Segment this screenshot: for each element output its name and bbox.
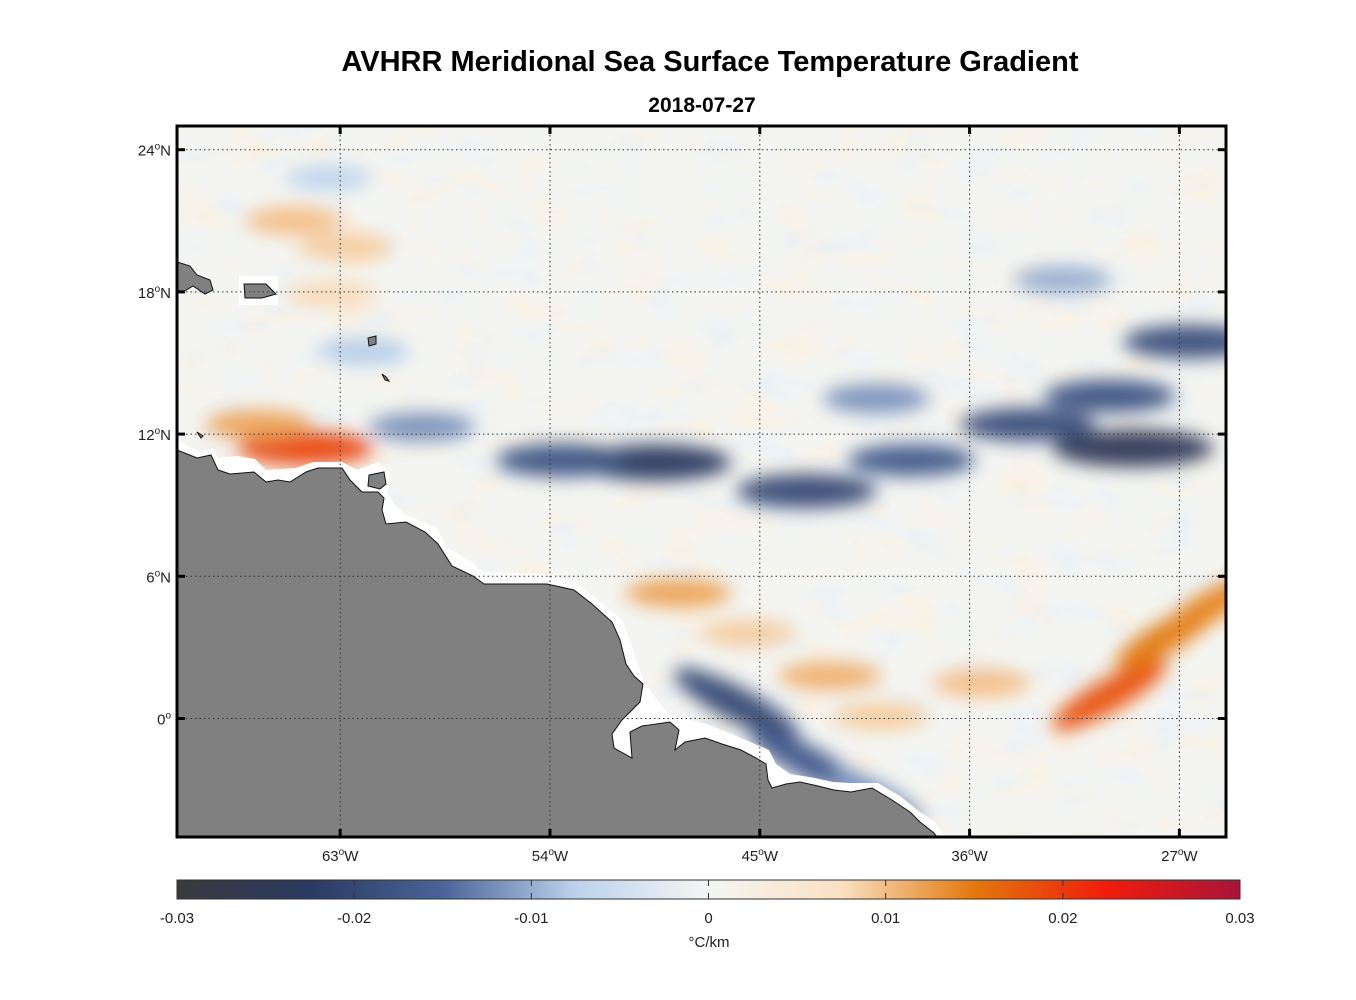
cool-gradient-patch xyxy=(736,474,877,508)
colorbar-tick-label: 0.02 xyxy=(1048,910,1077,927)
graticule xyxy=(177,126,1226,837)
warm-gradient-patch xyxy=(244,207,343,235)
lon-tick-label: 36oW xyxy=(951,847,988,865)
colorbar-tick-label: -0.01 xyxy=(514,910,548,927)
cool-gradient-patch xyxy=(1123,325,1226,359)
colorbar-tick-label: 0.01 xyxy=(871,910,900,927)
cool-gradient-patch xyxy=(285,165,372,191)
cool-gradient-patch xyxy=(960,407,1096,442)
warm-gradient-patch xyxy=(1161,573,1226,637)
cool-gradient-patch xyxy=(495,443,628,477)
map-axes: 24oN 18oN 12oN 6oN 0o 63oW 54oW 45oW 36oW 27oW xyxy=(138,126,1226,865)
map-title: AVHRR Meridional Sea Surface Temperature… xyxy=(341,46,1079,78)
warm-gradient-patch xyxy=(625,578,732,608)
lon-tick-label: 63oW xyxy=(322,847,359,865)
lon-tick-label: 54oW xyxy=(532,847,569,865)
warm-gradient-patch xyxy=(237,431,373,465)
warm-gradient-patch xyxy=(297,233,392,261)
lat-tick-label: 24oN xyxy=(138,142,171,160)
colorbar: -0.03 -0.02 -0.01 0 0.01 0.02 0.03 °C/km xyxy=(160,879,1255,951)
warm-gradient-patch xyxy=(701,619,795,647)
south-america-landmass xyxy=(177,449,938,837)
colorbar-tick-label: 0.03 xyxy=(1225,910,1254,927)
lat-tick-label: 0o xyxy=(157,711,171,729)
martinique-island xyxy=(381,373,391,382)
trinidad-island xyxy=(367,471,387,490)
cool-gradient-patch xyxy=(1052,429,1214,467)
cool-gradient-patch xyxy=(1013,266,1112,294)
colorbar-ticks: -0.03 -0.02 -0.01 0 0.01 0.02 0.03 xyxy=(160,880,1255,927)
guadeloupe-island xyxy=(367,335,377,347)
map-frame xyxy=(175,124,1228,839)
lon-tick-label: 45oW xyxy=(742,847,779,865)
lat-tick-label: 18oN xyxy=(138,284,171,302)
map-subtitle: 2018-07-27 xyxy=(648,94,756,117)
colorbar-unit-label: °C/km xyxy=(689,934,730,951)
lat-tick-label: 6oN xyxy=(146,568,171,586)
cool-gradient-patch xyxy=(823,384,930,413)
cool-gradient-patch xyxy=(368,412,475,442)
warm-gradient-patch xyxy=(1051,659,1167,731)
warm-gradient-patch xyxy=(932,669,1031,697)
warm-gradient-patch xyxy=(834,702,928,730)
land-layer xyxy=(177,261,945,837)
warm-gradient-patch xyxy=(286,281,376,308)
cool-gradient-patch xyxy=(847,444,975,477)
colorbar-tick-label: 0 xyxy=(704,910,712,927)
colorbar-tick-label: -0.03 xyxy=(160,910,194,927)
cool-gradient-patch xyxy=(318,338,409,365)
warm-gradient-patch xyxy=(205,410,312,439)
lat-tick-label: 12oN xyxy=(138,426,171,444)
cool-gradient-patch xyxy=(674,668,799,741)
puerto-rico-island xyxy=(243,283,277,299)
lon-tick-label: 27oW xyxy=(1161,847,1198,865)
warm-gradient-patch xyxy=(778,661,881,690)
cool-gradient-patch xyxy=(1043,379,1176,413)
colorbar-tick-label: -0.02 xyxy=(337,910,371,927)
